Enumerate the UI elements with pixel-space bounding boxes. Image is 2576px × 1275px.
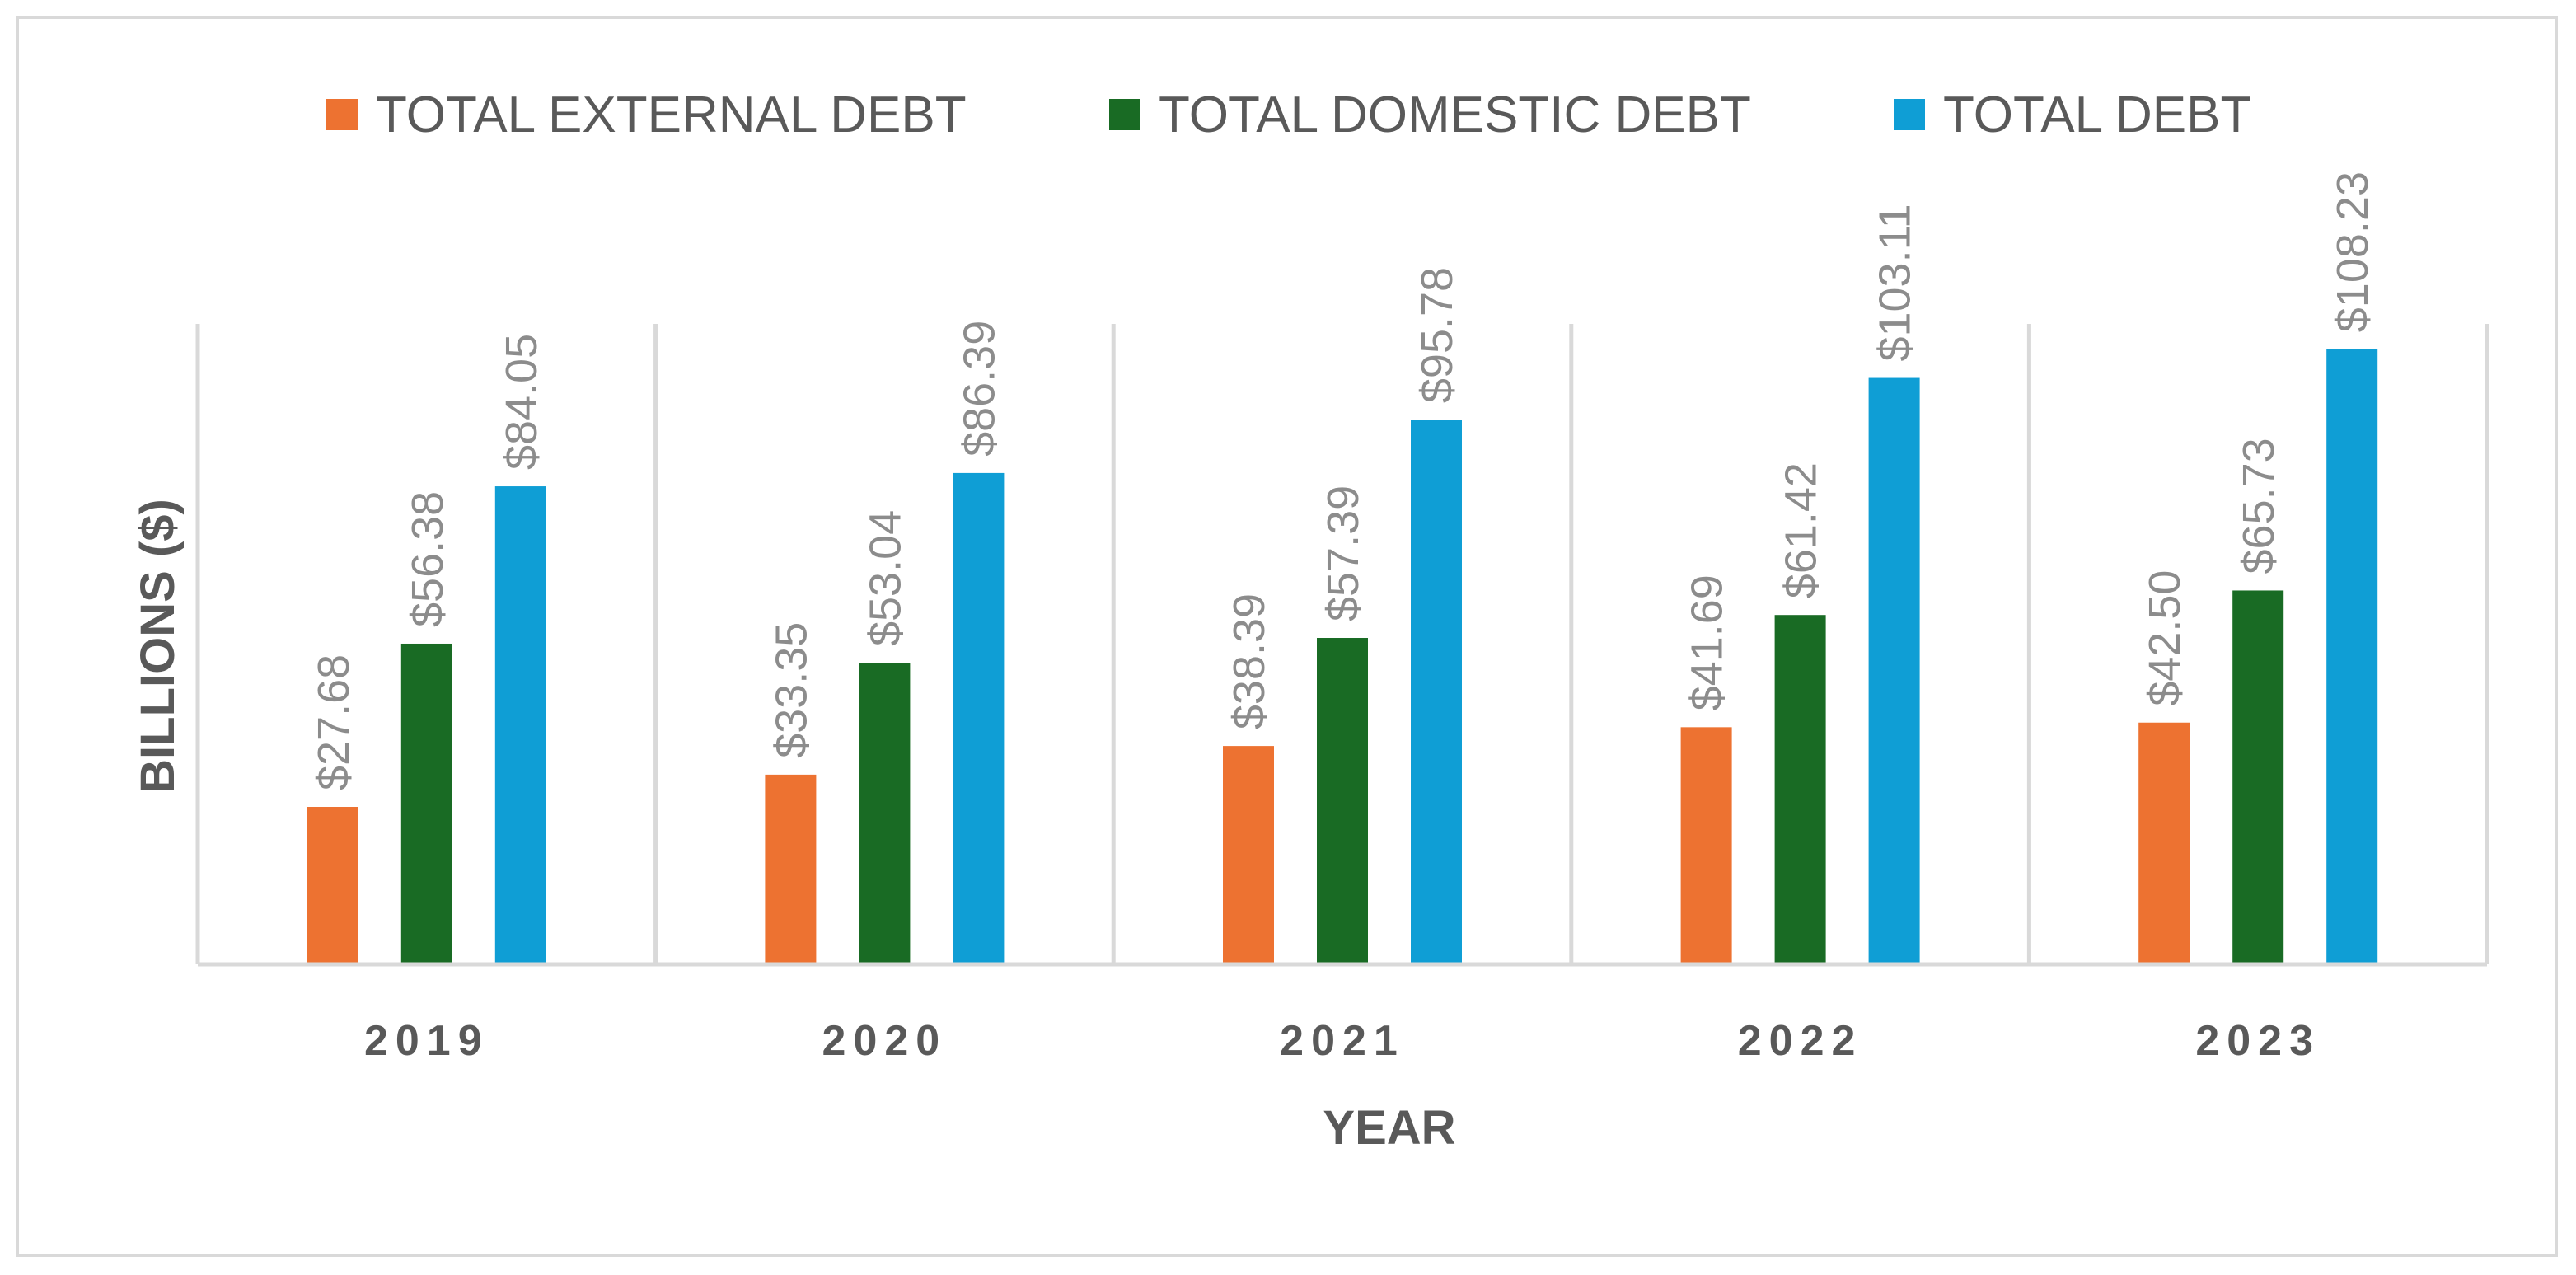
bar-total-external-debt-2020: [765, 774, 817, 964]
bar-total-external-debt-2019: [307, 807, 358, 964]
legend: TOTAL EXTERNAL DEBT TOTAL DOMESTIC DEBT TO…: [326, 87, 2251, 143]
bar-total-domestic-debt-2019: [400, 643, 452, 964]
data-label-total-external-debt-2021: $38.39: [1225, 593, 1274, 729]
y-axis-title: BILLIONS ($): [131, 499, 185, 794]
data-label-total-external-debt-2020: $33.35: [766, 622, 816, 758]
data-label-total-external-debt-2022: $41.69: [1683, 574, 1732, 710]
data-labels: $27.68 $56.38 $84.05 $33.35 $53.04 $86.39 $38.…: [309, 171, 2377, 790]
x-axis-title: YEAR: [1323, 1101, 1455, 1155]
legend-total-debt-swatch: [1894, 99, 1925, 130]
legend-total-debt-label: TOTAL DEBT: [1943, 87, 2251, 143]
bar-total-external-debt-2022: [1680, 727, 1732, 964]
x-tick-label-2020: 2020: [822, 1017, 948, 1065]
data-label-total-domestic-debt-2022: $61.42: [1777, 462, 1826, 598]
data-label-total-debt-2021: $95.78: [1412, 267, 1462, 403]
bar-total-debt-2022: [1868, 377, 1920, 964]
data-label-total-debt-2020: $86.39: [954, 321, 1004, 457]
bar-total-debt-2019: [494, 486, 546, 964]
bar-total-domestic-debt-2023: [2232, 590, 2284, 964]
legend-total-external-debt-swatch: [326, 99, 358, 130]
bar-total-domestic-debt-2022: [1774, 615, 1826, 964]
data-label-total-debt-2023: $108.23: [2328, 171, 2377, 332]
data-label-total-domestic-debt-2023: $65.73: [2234, 438, 2283, 574]
data-label-total-external-debt-2019: $27.68: [309, 654, 358, 790]
data-label-total-domestic-debt-2019: $56.38: [403, 491, 452, 627]
legend-total-domestic-debt-label: TOTAL DOMESTIC DEBT: [1159, 87, 1751, 143]
bar-total-domestic-debt-2020: [859, 663, 911, 964]
data-label-total-debt-2019: $84.05: [497, 334, 546, 470]
category-dividers: [195, 324, 2489, 964]
x-tick-label-2021: 2021: [1280, 1017, 1405, 1065]
data-label-total-debt-2022: $103.11: [1871, 204, 1920, 361]
bar-total-external-debt-2021: [1223, 746, 1274, 964]
x-tick-label-2023: 2023: [2195, 1017, 2321, 1065]
bar-total-debt-2021: [1411, 420, 1462, 964]
x-tick-labels: 2019 2020 2021 2022 2023: [364, 1017, 2321, 1065]
legend-total-external-debt-label: TOTAL EXTERNAL DEBT: [376, 87, 967, 143]
bar-total-debt-2023: [2326, 349, 2378, 964]
bar-total-external-debt-2023: [2138, 722, 2190, 964]
bar-total-debt-2020: [953, 472, 1005, 964]
legend-total-domestic-debt-swatch: [1109, 99, 1140, 130]
chart-frame: [16, 16, 2558, 1257]
data-label-total-domestic-debt-2021: $57.39: [1318, 485, 1368, 621]
data-label-total-domestic-debt-2020: $53.04: [860, 510, 910, 646]
x-tick-label-2019: 2019: [364, 1017, 489, 1065]
bars: [307, 349, 2378, 964]
data-label-total-external-debt-2023: $42.50: [2140, 570, 2190, 706]
bar-total-domestic-debt-2021: [1317, 638, 1368, 964]
x-tick-label-2022: 2022: [1738, 1017, 1863, 1065]
